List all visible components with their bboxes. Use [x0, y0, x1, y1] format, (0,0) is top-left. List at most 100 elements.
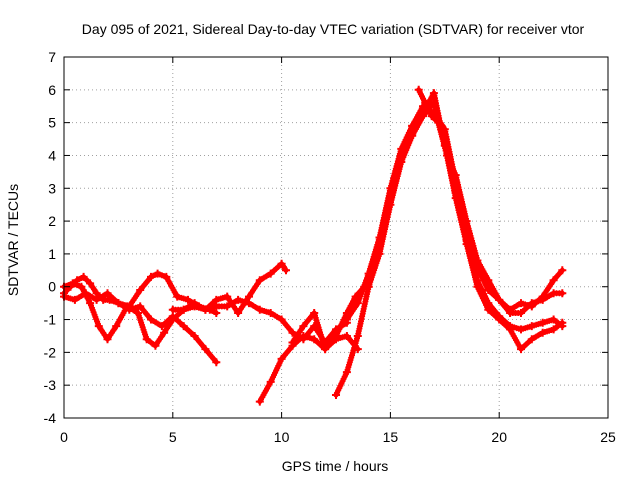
data-point — [408, 121, 417, 130]
data-point — [94, 322, 103, 331]
y-tick-label: 6 — [48, 82, 56, 98]
x-tick-label: 20 — [491, 429, 507, 445]
data-point — [114, 299, 123, 308]
data-point — [277, 315, 286, 324]
data-point — [506, 309, 515, 317]
data-point — [527, 322, 536, 331]
data-point — [255, 305, 264, 314]
data-point — [136, 286, 145, 294]
data-point — [414, 85, 423, 94]
data-point — [310, 309, 319, 317]
y-tick-label: 4 — [48, 147, 56, 163]
data-point — [70, 295, 79, 304]
data-point — [134, 309, 142, 317]
data-point — [558, 266, 567, 275]
data-point — [462, 217, 471, 226]
data-point — [375, 243, 384, 252]
grid — [64, 57, 608, 418]
data-point — [184, 295, 192, 304]
data-point — [484, 276, 493, 285]
data-point — [266, 377, 275, 386]
data-point — [266, 309, 275, 317]
data-point — [353, 299, 362, 308]
data-point — [157, 322, 166, 331]
data-point — [527, 335, 536, 344]
x-axis-label: GPS time / hours — [282, 458, 389, 474]
data-point — [517, 309, 525, 317]
data-point — [81, 289, 90, 298]
y-axis-label: SDTVAR / TECUs — [5, 184, 21, 296]
data-point — [162, 272, 171, 281]
data-point — [495, 315, 504, 324]
data-point — [321, 345, 330, 354]
data-point — [473, 256, 482, 265]
y-tick-label: -2 — [44, 344, 57, 360]
data-point — [277, 259, 286, 268]
data-point — [364, 282, 373, 291]
data-point — [332, 335, 340, 344]
y-tick-label: 3 — [48, 180, 56, 196]
data-point — [434, 118, 443, 127]
chart-title: Day 095 of 2021, Sidereal Day-to-day VTE… — [82, 21, 585, 37]
data-point — [527, 299, 536, 308]
data-point — [255, 276, 264, 285]
data-point — [538, 328, 547, 337]
data-point — [147, 315, 155, 324]
series-arc-c — [60, 289, 221, 367]
data-point — [386, 194, 395, 203]
y-tick-label: -3 — [44, 377, 57, 393]
data-point — [92, 295, 101, 304]
data-point — [201, 305, 210, 314]
data-point — [429, 89, 438, 98]
y-tick-label: -4 — [44, 410, 57, 426]
data-point — [443, 151, 451, 160]
data-point — [282, 266, 290, 275]
data-point — [342, 315, 351, 324]
axis-ticks: 0 5 10 15 20 25 -4 -3 -2 -1 0 1 2 3 4 5 6 7 — [44, 49, 616, 445]
data-point — [245, 299, 253, 308]
data-point — [179, 305, 188, 314]
data-point — [212, 358, 221, 367]
data-point — [484, 305, 493, 314]
data-point — [255, 397, 264, 406]
data-point — [79, 272, 88, 281]
data-point — [147, 272, 155, 281]
y-tick-label: 7 — [48, 49, 56, 65]
plot-frame — [63, 56, 609, 419]
data-point — [212, 302, 221, 311]
data-point — [151, 341, 160, 350]
data-point — [136, 302, 145, 311]
y-tick-label: 0 — [48, 279, 56, 295]
data-layer — [60, 85, 567, 406]
data-point — [179, 322, 188, 331]
data-point — [103, 289, 112, 298]
data-point — [125, 305, 134, 314]
data-point — [86, 279, 95, 288]
y-tick-label: 2 — [48, 213, 56, 229]
data-point — [558, 318, 567, 327]
y-tick-label: 1 — [48, 246, 56, 262]
data-point — [517, 345, 525, 354]
data-point — [288, 328, 297, 337]
data-point — [473, 282, 482, 291]
data-point — [332, 391, 340, 399]
data-point — [549, 325, 558, 334]
data-point — [549, 289, 558, 298]
data-point — [277, 354, 286, 363]
data-point — [223, 292, 232, 301]
data-point — [112, 322, 121, 331]
data-point — [342, 332, 351, 340]
y-tick-label: -1 — [44, 312, 57, 328]
x-tick-label: 0 — [60, 429, 68, 445]
series-arc-f — [288, 309, 362, 354]
data-point — [103, 335, 112, 344]
data-point — [397, 151, 406, 160]
series-arc-j — [414, 85, 567, 317]
data-point — [299, 332, 308, 340]
data-point — [299, 322, 308, 331]
data-point — [549, 315, 558, 324]
data-point — [506, 325, 515, 334]
data-point — [427, 112, 436, 121]
data-point — [142, 335, 151, 344]
